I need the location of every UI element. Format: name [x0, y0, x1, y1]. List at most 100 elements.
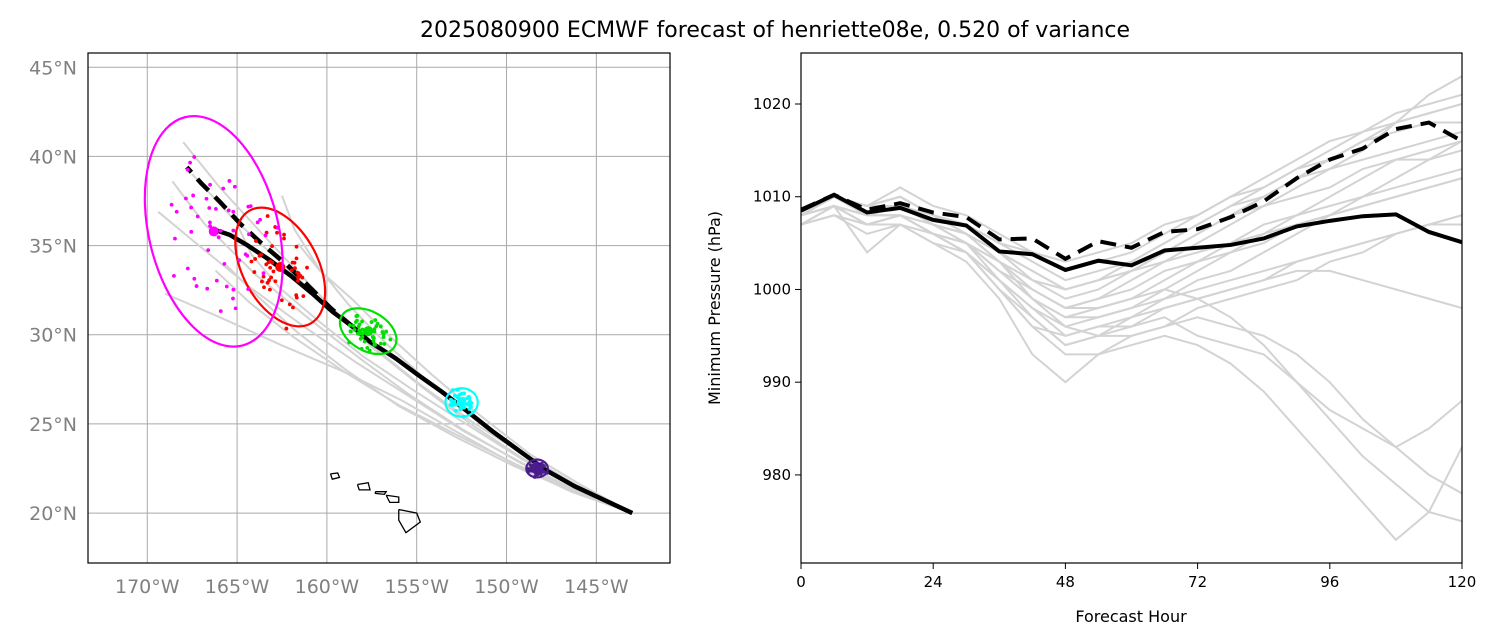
- member-position-dot: [294, 244, 299, 249]
- member-position-dot: [541, 464, 546, 468]
- lat-label: 45°N: [29, 57, 77, 79]
- member-position-dot: [294, 256, 299, 261]
- member-position-dot: [174, 209, 179, 214]
- ellipse-center-48h: [456, 397, 467, 408]
- member-position-dot: [528, 468, 533, 472]
- x-tick-label: 24: [924, 573, 943, 591]
- member-position-dot: [189, 229, 194, 234]
- pressure-frame: [800, 52, 1463, 564]
- ensemble-pressure-line: [801, 177, 1462, 309]
- ensemble-pressure-line: [801, 103, 1462, 272]
- member-position-dot: [269, 275, 274, 280]
- latitude-labels: 20°N 25°N 30°N 35°N 40°N 45°N: [29, 57, 77, 525]
- lon-label: 155°W: [384, 576, 449, 598]
- ensemble-track: [157, 210, 633, 514]
- member-position-dot: [237, 258, 242, 263]
- lon-label: 150°W: [474, 576, 539, 598]
- member-position-dot: [260, 279, 264, 284]
- member-position-dot: [284, 326, 289, 331]
- member-position-dot: [468, 399, 472, 404]
- member-position-dot: [381, 335, 386, 339]
- uncertainty-ellipse-72h: [338, 307, 398, 356]
- member-position-dot: [466, 394, 471, 399]
- member-position-dot: [467, 407, 472, 411]
- member-position-dot: [214, 278, 219, 283]
- member-position-dot: [271, 269, 276, 274]
- x-tick-label: 72: [1188, 573, 1207, 591]
- member-position-dot: [207, 206, 212, 210]
- member-position-dot: [351, 324, 356, 328]
- member-position-dot: [192, 155, 197, 159]
- member-position-dot: [365, 345, 370, 350]
- ensemble-track: [225, 264, 633, 515]
- member-position-dot: [261, 271, 266, 276]
- member-position-dot: [372, 342, 377, 347]
- hawaiian-islands: [329, 472, 422, 534]
- member-position-dot: [534, 472, 539, 477]
- x-tick-label: 120: [1448, 573, 1477, 591]
- member-position-dot: [173, 236, 177, 241]
- y-tick-label: 980: [762, 466, 791, 484]
- member-position-dot: [279, 298, 284, 303]
- member-position-dot: [541, 469, 546, 474]
- member-position-dot: [378, 341, 383, 346]
- member-position-dot: [384, 329, 389, 334]
- member-position-dot: [282, 236, 286, 241]
- member-position-dot: [258, 217, 262, 222]
- island-outline: [385, 494, 400, 504]
- member-position-dot: [382, 342, 387, 346]
- member-position-dot: [448, 402, 453, 407]
- member-position-dot: [218, 228, 223, 233]
- member-position-dot: [357, 328, 362, 333]
- member-position-dot: [287, 302, 292, 307]
- member-position-dot: [275, 230, 279, 235]
- island-outline: [374, 491, 388, 496]
- member-position-dot: [224, 284, 229, 289]
- map-background: [88, 53, 670, 563]
- member-position-dot: [252, 270, 257, 274]
- member-position-dot: [185, 266, 190, 271]
- member-position-dot: [222, 262, 227, 266]
- y-tick-label: 1010: [753, 188, 791, 206]
- member-position-dot: [347, 323, 352, 328]
- ensemble-pressure-line: [801, 204, 1462, 347]
- longitude-labels: 170°W 165°W 160°W 155°W 150°W 145°W: [115, 576, 629, 598]
- member-position-dot: [352, 327, 357, 332]
- member-position-dot: [388, 337, 393, 342]
- member-position-dot: [458, 406, 463, 411]
- member-position-dot: [216, 235, 221, 240]
- member-position-dot: [293, 266, 297, 271]
- member-position-dot: [261, 274, 266, 279]
- lon-label: 165°W: [205, 576, 270, 598]
- member-position-dot: [301, 294, 306, 298]
- member-position-dot: [372, 329, 377, 334]
- y-tick-label: 1000: [753, 280, 791, 298]
- member-position-dot: [353, 320, 358, 324]
- member-position-dot: [192, 276, 197, 281]
- member-position-dot: [208, 220, 212, 225]
- lon-label: 145°W: [564, 576, 629, 598]
- member-position-dot: [300, 275, 305, 280]
- member-position-dot: [357, 332, 362, 336]
- member-position-dot: [213, 206, 218, 211]
- member-position-dot: [362, 339, 367, 344]
- island-outline: [398, 508, 422, 534]
- member-position-dot: [253, 257, 258, 261]
- ensemble-track: [297, 243, 633, 514]
- map-plot-area: [143, 114, 634, 516]
- member-position-dot: [204, 196, 209, 201]
- y-tick-label: 1020: [753, 95, 791, 113]
- member-position-dot: [378, 324, 383, 329]
- member-position-dot: [231, 228, 236, 233]
- map-frame: [87, 52, 671, 564]
- lat-label: 20°N: [29, 503, 77, 525]
- member-position-dot: [381, 332, 386, 336]
- lat-label: 25°N: [29, 414, 77, 436]
- member-position-dot: [227, 179, 232, 183]
- uncertainty-ellipse-120h: [143, 114, 284, 348]
- member-position-dot: [357, 322, 362, 327]
- member-position-dot: [205, 286, 210, 291]
- member-position-dot: [296, 278, 300, 283]
- member-position-dot: [358, 336, 363, 341]
